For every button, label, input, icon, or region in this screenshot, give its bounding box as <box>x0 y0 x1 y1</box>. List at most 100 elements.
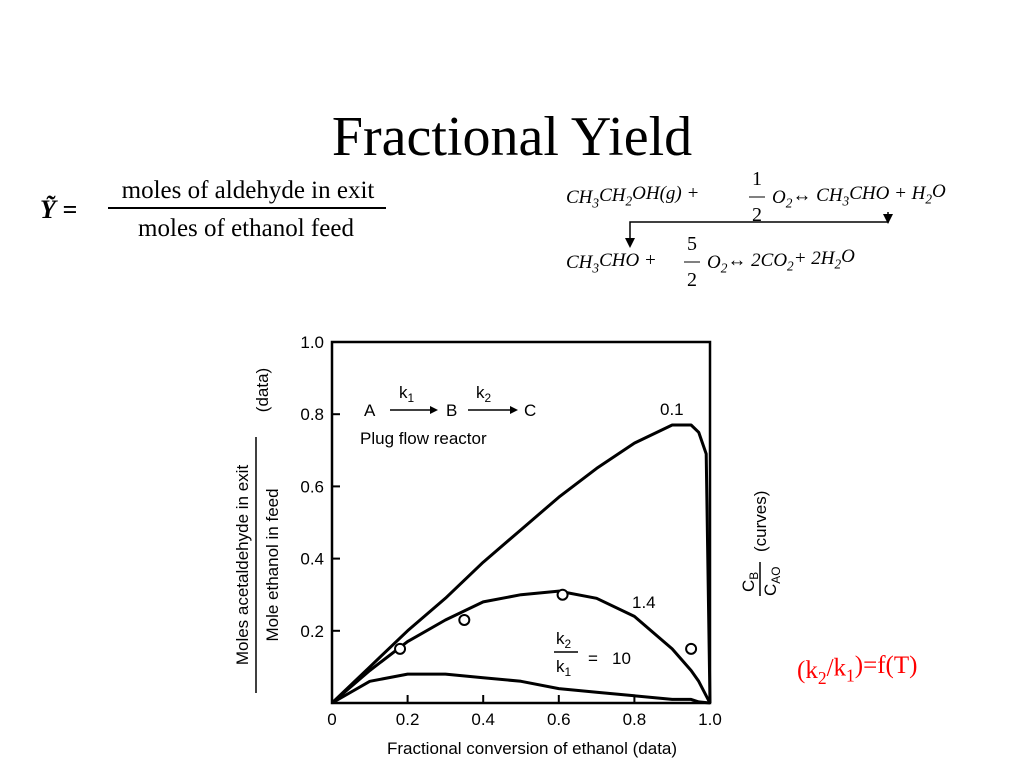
equation-left-part: 2 <box>625 194 632 209</box>
inset-species: C <box>524 401 536 420</box>
x-tick-label: 0.6 <box>547 710 571 729</box>
y2-label-denominator-part: AO <box>769 567 783 584</box>
y-tick-label: 0.4 <box>300 550 324 569</box>
ratio-numerator-part: k <box>556 629 565 648</box>
equation-right-part: 3 <box>842 194 850 209</box>
equation-left-part: 3 <box>591 261 599 276</box>
yield-symbol: Ỹ = <box>40 195 77 224</box>
equation-right: O2↔ CH3CHO + H2O <box>772 181 946 211</box>
inset-rate: k1 <box>399 383 415 405</box>
yield-numerator: moles of aldehyde in exit <box>122 177 375 204</box>
equation-right-part: 2 <box>721 261 728 276</box>
y2-label-denominator: CAO <box>761 567 783 596</box>
y-tick-label: 0.8 <box>300 405 324 424</box>
equation-right-part: ↔ CH <box>792 185 843 206</box>
equation-left-part: 3 <box>591 196 599 211</box>
y-label-numerator: Moles acetaldehyde in exit <box>233 465 252 666</box>
y-label-suffix: (data) <box>253 368 272 412</box>
arrowhead <box>625 238 635 248</box>
fraction-num: 5 <box>687 233 697 255</box>
curve-label: 10 <box>612 649 631 668</box>
equation-left-part: CHO + <box>599 250 657 271</box>
curve <box>331 672 711 705</box>
y-label-denominator: Mole ethanol in feed <box>263 488 282 641</box>
equation-right-part: O <box>707 252 721 273</box>
y-tick-label: 0.6 <box>300 477 324 496</box>
equation-right-part: + 2H <box>794 248 836 269</box>
inset-arrowhead <box>430 406 438 414</box>
equation-left: CH3CHO + <box>566 250 657 276</box>
curve <box>331 589 712 705</box>
y2-label-numerator-part: C <box>739 580 758 592</box>
yield-denominator: moles of ethanol feed <box>138 215 354 242</box>
x-axis-label: Fractional conversion of ethanol (data) <box>387 739 677 758</box>
y-tick-label: 0.2 <box>300 622 324 641</box>
equation-left: CH3CH2OH(g) + <box>566 183 699 211</box>
plot: 0 0.2 0.4 0.6 0.8 1.0 0.2 0.4 0.6 0.8 1.0 Fractiona… <box>233 333 783 758</box>
data-point <box>394 642 407 655</box>
data-point <box>556 588 569 601</box>
slide-title: Fractional Yield <box>332 106 692 168</box>
x-tick-label: 0.2 <box>396 710 420 729</box>
equation-right-part: O <box>932 181 946 202</box>
x-tick-label: 0 <box>327 710 336 729</box>
x-tick-label: 1.0 <box>698 710 722 729</box>
equation-left-part: OH(g) + <box>632 183 699 204</box>
inset-arrowhead <box>510 406 518 414</box>
inset-rate-part: 2 <box>485 391 492 405</box>
equation-right-part: 2 <box>835 257 842 272</box>
inset-rate-part: k <box>399 383 408 402</box>
y-axis-label: Moles acetaldehyde in exit Mole ethanol i… <box>233 368 282 693</box>
ratio-numerator: k2 <box>556 629 572 651</box>
inset-rate: k2 <box>476 383 492 405</box>
curve-label: 0.1 <box>660 400 684 419</box>
inset-rate-part: 1 <box>408 391 415 405</box>
plot-frame <box>330 340 712 705</box>
fraction-num: 1 <box>752 168 762 190</box>
y2-label-suffix: (curves) <box>751 491 770 552</box>
y2-label-numerator-part: B <box>747 572 761 580</box>
y2-label-denominator-part: C <box>761 584 780 596</box>
ratio-numerator-part: 2 <box>565 637 572 651</box>
x-tick-label: 0.8 <box>623 710 647 729</box>
equation-right-part: 2 <box>925 192 932 207</box>
inset-caption: Plug flow reactor <box>360 429 487 448</box>
arrowhead <box>883 214 893 224</box>
equation-right-part: 2 <box>787 259 794 274</box>
fraction-den: 2 <box>752 204 762 226</box>
note-part: /k <box>827 654 847 681</box>
inset-rate-part: k <box>476 383 485 402</box>
note-part: )=f(T) <box>855 652 918 679</box>
note-part: (k <box>797 657 818 684</box>
note-part: 2 <box>818 668 827 688</box>
equation-right-part: ↔ 2CO <box>727 250 787 271</box>
fraction-den: 2 <box>687 269 697 291</box>
equation-right-part: CHO + H <box>849 183 926 204</box>
note: (k2/k1)=f(T) <box>797 652 917 688</box>
equation-right-part: O <box>841 246 855 267</box>
ratio-denominator: k1 <box>556 657 572 679</box>
ratio-denominator-part: k <box>556 657 565 676</box>
note-part: 1 <box>846 666 855 686</box>
data-point <box>458 613 471 626</box>
x-tick-label: 0.4 <box>471 710 495 729</box>
ratio-denominator-part: 1 <box>565 665 572 679</box>
inset-species: B <box>446 401 457 420</box>
equation-right: O2↔ 2CO2+ 2H2O <box>707 246 855 276</box>
ratio-equals: = <box>588 649 598 668</box>
curve <box>330 423 712 705</box>
equation-right-part: 2 <box>786 196 793 211</box>
equation-left-part: CH <box>566 252 594 273</box>
y-tick-label: 1.0 <box>300 333 324 352</box>
curve-label: 1.4 <box>632 593 656 612</box>
equation-left-part: CH <box>599 185 627 206</box>
y2-label-numerator: CB <box>739 572 761 592</box>
equation-right-part: O <box>772 187 786 208</box>
equation-left-part: CH <box>566 187 594 208</box>
data-point <box>685 642 698 655</box>
inset-species: A <box>364 401 376 420</box>
